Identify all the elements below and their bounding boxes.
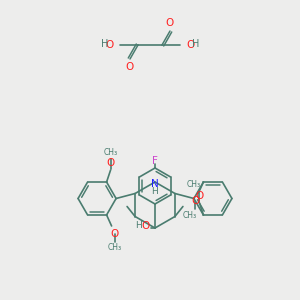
Text: O: O <box>106 40 114 50</box>
Text: H: H <box>152 187 158 196</box>
Text: CH₃: CH₃ <box>182 211 197 220</box>
Text: H: H <box>192 39 200 49</box>
Text: CH₃: CH₃ <box>186 181 200 190</box>
Text: O: O <box>126 62 134 72</box>
Text: CH₃: CH₃ <box>103 148 118 157</box>
Text: O: O <box>166 18 174 28</box>
Text: O: O <box>195 191 203 201</box>
Text: H: H <box>100 39 108 49</box>
Text: F: F <box>152 156 158 166</box>
Text: O: O <box>186 40 194 50</box>
Text: O: O <box>106 158 115 168</box>
Text: O: O <box>191 196 200 206</box>
Text: O: O <box>142 221 150 231</box>
Text: O: O <box>110 229 119 239</box>
Text: N: N <box>151 179 159 189</box>
Text: H: H <box>136 221 142 230</box>
Text: CH₃: CH₃ <box>107 244 122 253</box>
